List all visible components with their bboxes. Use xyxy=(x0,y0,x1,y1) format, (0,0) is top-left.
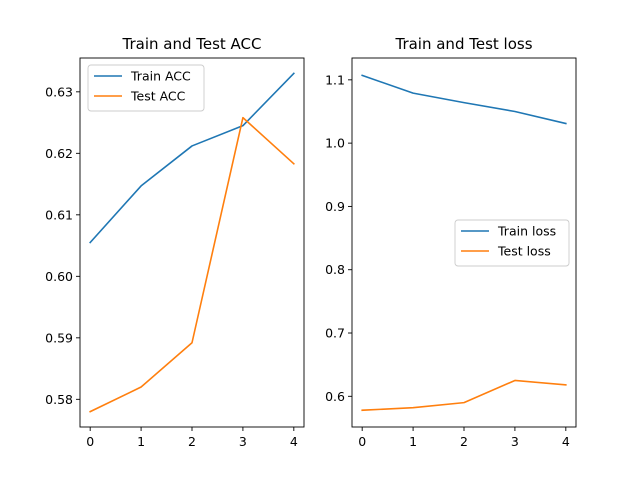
loss-x-tick-label: 1 xyxy=(409,434,417,449)
acc-y-tick-label: 0.63 xyxy=(45,84,73,99)
acc-y-tick-label: 0.59 xyxy=(45,330,73,345)
loss-y-tick-label: 1.0 xyxy=(325,136,345,151)
loss-legend-label: Test loss xyxy=(497,244,551,259)
loss-x-tick-label: 3 xyxy=(511,434,519,449)
acc-x-tick-label: 4 xyxy=(290,434,298,449)
loss-series-line-train-loss xyxy=(361,74,567,125)
acc-chart-plot: 0 1 2 3 4 0.58 0.59 0.60 0.61 0.62 0.63 Train ACC Te… xyxy=(45,57,305,449)
acc-x-tick-label: 1 xyxy=(137,434,145,449)
acc-series-line-train-acc xyxy=(89,72,295,244)
loss-y-tick-label: 0.6 xyxy=(325,389,345,404)
loss-legend: Train loss Test loss xyxy=(454,219,570,267)
acc-legend-label: Test ACC xyxy=(130,89,186,104)
loss-chart: Train and Test loss 0 1 2 3 4 0.6 0.7 0.8 0.9 1.0… xyxy=(325,35,577,449)
acc-x-tick-label: 0 xyxy=(86,434,94,449)
loss-y-tick-label: 0.7 xyxy=(325,326,345,341)
loss-y-tick-label: 1.1 xyxy=(325,72,345,87)
acc-y-tick-label: 0.61 xyxy=(45,207,73,222)
loss-x-tick-label: 0 xyxy=(358,434,366,449)
loss-x-tick-label: 4 xyxy=(562,434,570,449)
acc-x-tick-label: 2 xyxy=(188,434,196,449)
acc-series-line-test-acc xyxy=(89,116,295,413)
loss-y-tick-label: 0.8 xyxy=(325,262,345,277)
loss-legend-label: Train loss xyxy=(497,224,556,239)
acc-legend-label: Train ACC xyxy=(130,69,191,84)
acc-chart-title: Train and Test ACC xyxy=(122,35,262,53)
acc-chart: Train and Test ACC 0 1 2 3 4 0.58 0.59 0.60 0.61… xyxy=(45,35,305,449)
loss-chart-plot: 0 1 2 3 4 0.6 0.7 0.8 0.9 1.0 1.1 Train loss Test lo… xyxy=(325,57,577,449)
acc-legend: Train ACC Test ACC xyxy=(87,64,205,112)
loss-chart-title: Train and Test loss xyxy=(394,35,532,53)
acc-y-tick-label: 0.58 xyxy=(45,392,73,407)
loss-series-line-test-loss xyxy=(361,379,567,412)
loss-y-tick-label: 0.9 xyxy=(325,199,345,214)
loss-x-tick-label: 2 xyxy=(460,434,468,449)
acc-x-tick-label: 3 xyxy=(239,434,247,449)
acc-y-tick-label: 0.62 xyxy=(45,146,73,161)
acc-y-tick-label: 0.60 xyxy=(45,269,73,284)
